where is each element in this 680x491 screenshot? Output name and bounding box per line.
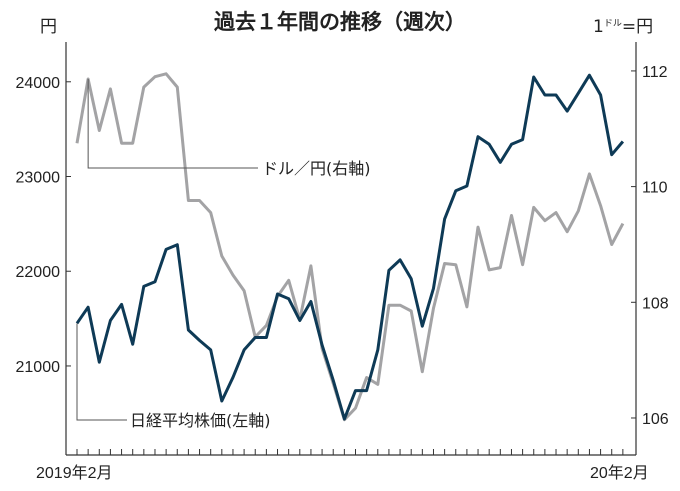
left-tick-label: 24000 [16, 75, 61, 92]
series-line-usdjpy [75, 72, 625, 422]
series-line-nikkei [75, 73, 625, 421]
chart-title: 過去１年間の推移（週次） [214, 10, 466, 34]
right-tick-label: 112 [642, 64, 668, 81]
nikkei-leader-line [76, 323, 127, 421]
x-tick-label-last: 20年2月 [590, 464, 649, 482]
right-unit-suffix: =円 [621, 17, 654, 37]
right-tick-label: 110 [642, 180, 668, 197]
usdjpy-series-label: ドル／円(右軸) [262, 159, 371, 178]
right-axis-unit: 1ドル=円 [593, 12, 653, 37]
left-tick-label: 22000 [16, 264, 61, 281]
nikkei-series-label: 日経平均株価(左軸) [130, 411, 271, 430]
left-axis-unit: 円 [40, 17, 57, 37]
x-tick-label-first: 2019年2月 [36, 464, 113, 482]
right-unit-small: ドル [603, 19, 622, 29]
left-tick-label: 21000 [16, 359, 61, 376]
right-tick-label: 108 [642, 295, 669, 312]
right-unit-prefix: 1 [593, 17, 604, 37]
left-tick-label: 23000 [16, 170, 61, 187]
usdjpy-leader-line [87, 79, 258, 169]
right-tick-label: 106 [642, 411, 669, 428]
